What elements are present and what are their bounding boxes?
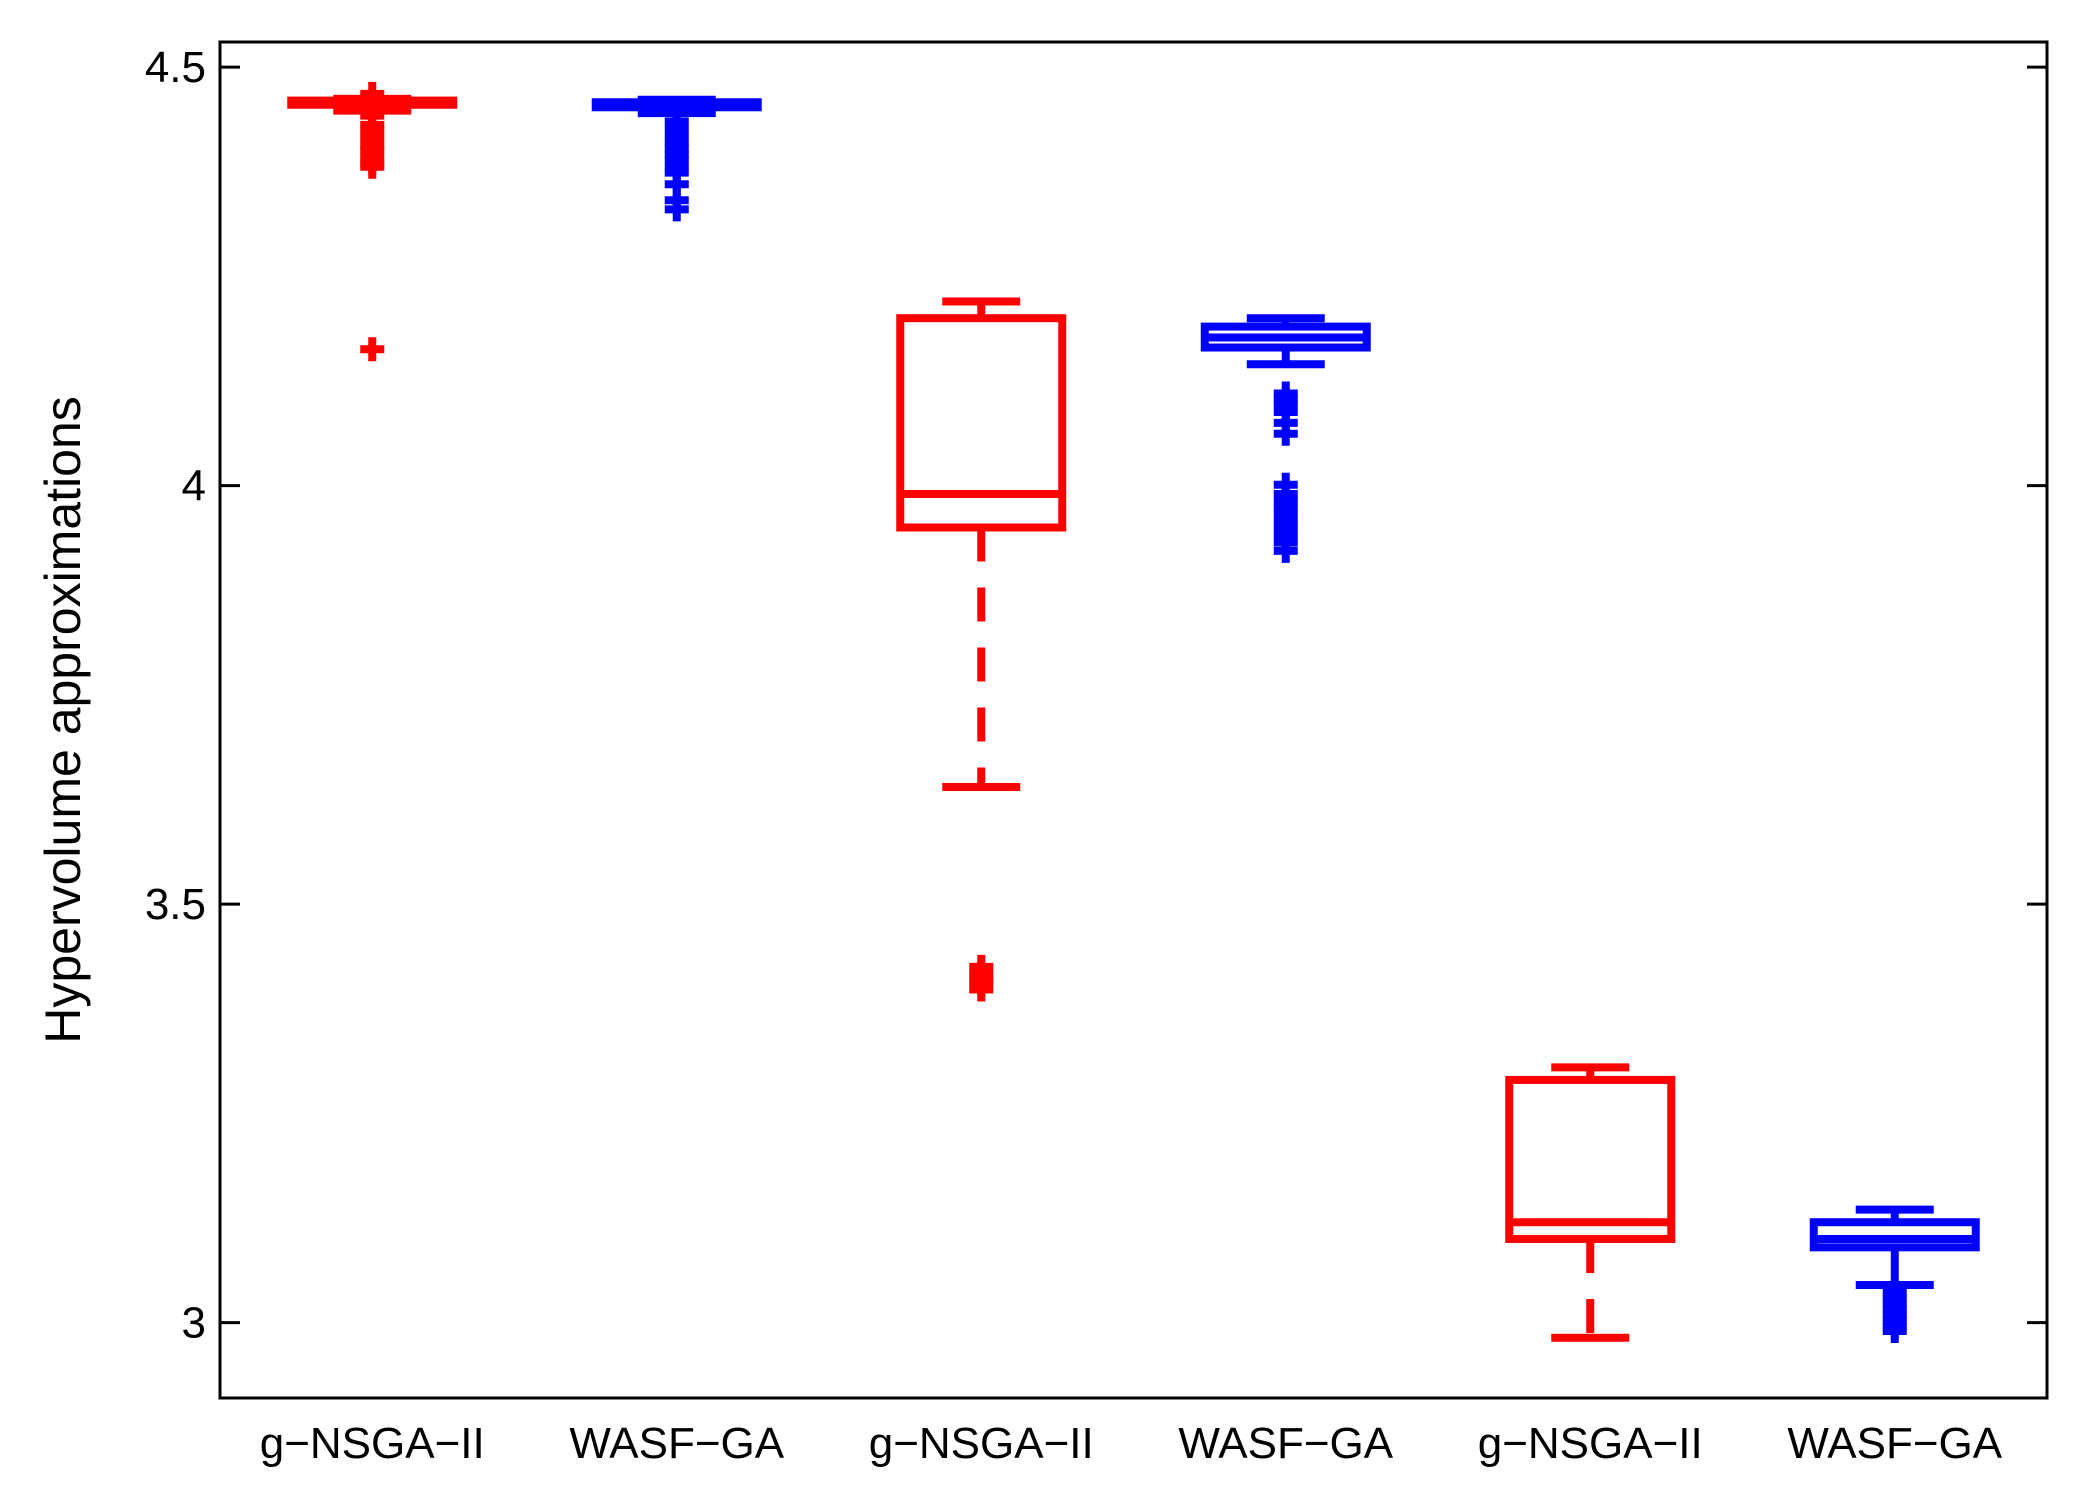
- y-tick-label: 3: [182, 1299, 206, 1348]
- outlier-marker: [969, 977, 994, 1002]
- iqr-box: [896, 314, 1067, 532]
- outlier-marker: [1273, 421, 1298, 446]
- outlier-marker: [360, 337, 385, 362]
- y-axis-ticks: 3 3.5 4 4.5: [145, 43, 2047, 1348]
- x-tick-label: WASF−GA: [569, 1419, 784, 1468]
- outlier-marker: [360, 154, 385, 179]
- iqr-box: [1809, 1218, 1980, 1252]
- plot-area: [220, 42, 2047, 1398]
- y-tick-label: 4: [182, 462, 206, 511]
- x-tick-label: WASF−GA: [1178, 1419, 1393, 1468]
- box-4: [1200, 314, 1371, 369]
- outliers: [360, 81, 1907, 1344]
- y-axis-title: Hypervolume approximations: [35, 396, 91, 1044]
- iqr-box: [1505, 1075, 1676, 1243]
- x-tick-label: g−NSGA−II: [869, 1419, 1094, 1468]
- y-tick-label: 3.5: [145, 880, 206, 929]
- x-axis-labels: g−NSGA−II WASF−GA g−NSGA−II WASF−GA g−NSGA−I…: [260, 1419, 2003, 1468]
- box-3: [896, 297, 1067, 791]
- boxes: [287, 94, 1980, 1342]
- x-tick-label: g−NSGA−II: [260, 1419, 485, 1468]
- outlier-marker: [1273, 538, 1298, 563]
- box-5: [1505, 1063, 1676, 1342]
- outlier-marker: [664, 197, 689, 222]
- x-tick-label: WASF−GA: [1787, 1419, 2002, 1468]
- outlier-marker: [1882, 1319, 1907, 1344]
- box-6: [1809, 1205, 1980, 1289]
- plot-frame: [218, 40, 2049, 1400]
- y-tick-label: 4.5: [145, 43, 206, 92]
- x-tick-label: g−NSGA−II: [1478, 1419, 1703, 1468]
